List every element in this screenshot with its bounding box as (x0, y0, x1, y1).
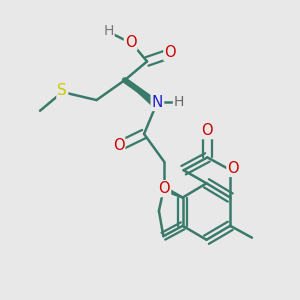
Text: H: H (174, 95, 184, 110)
Text: O: O (164, 45, 176, 60)
Text: O: O (113, 138, 124, 153)
Polygon shape (125, 80, 154, 107)
Text: O: O (227, 161, 239, 176)
Text: S: S (57, 83, 67, 98)
Text: O: O (158, 181, 170, 196)
Text: H: H (103, 24, 114, 38)
Text: O: O (125, 34, 136, 50)
Text: N: N (152, 95, 163, 110)
Text: O: O (202, 123, 213, 138)
